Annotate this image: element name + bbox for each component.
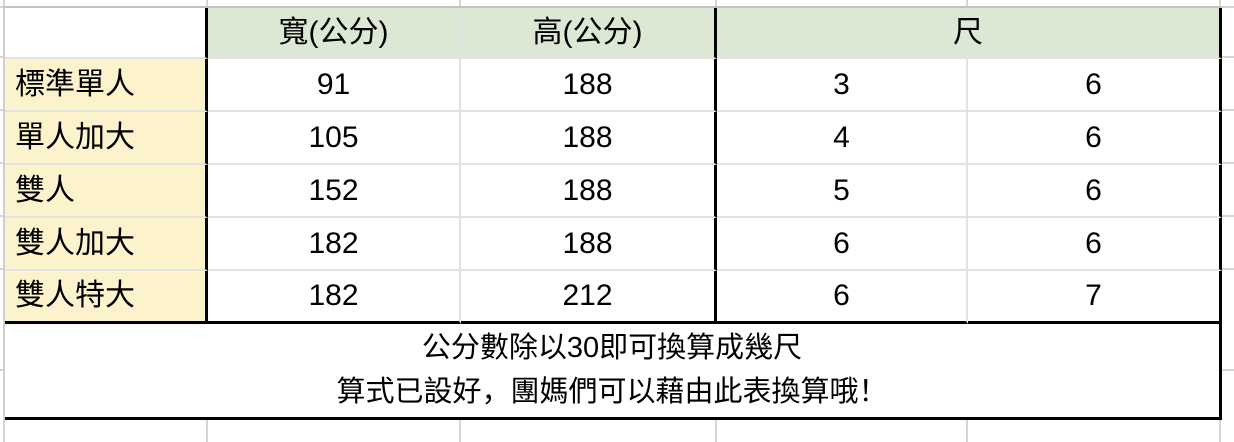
width-cm-cell[interactable]: 91 [208, 59, 461, 112]
chi-height-cell[interactable]: 7 [968, 271, 1222, 324]
conversion-note-line1: 公分數除以30即可換算成幾尺 [421, 332, 803, 365]
height-cm-cell[interactable]: 188 [461, 218, 717, 271]
chi-height-cell[interactable]: 6 [968, 112, 1222, 165]
chi-width-cell[interactable]: 5 [717, 165, 968, 218]
height-cm-cell[interactable]: 212 [461, 271, 717, 324]
chi-width-cell[interactable]: 3 [717, 59, 968, 112]
header-width-cm[interactable]: 寬(公分) [208, 8, 461, 59]
header-corner-cell[interactable] [5, 8, 208, 59]
chi-width-cell[interactable]: 6 [717, 271, 968, 324]
width-cm-cell[interactable]: 182 [208, 271, 461, 324]
chi-width-cell[interactable]: 6 [717, 218, 968, 271]
width-cm-cell[interactable]: 105 [208, 112, 461, 165]
height-cm-cell[interactable]: 188 [461, 112, 717, 165]
row-label[interactable]: 雙人特大 [5, 271, 208, 324]
height-cm-cell[interactable]: 188 [461, 165, 717, 218]
chi-height-cell[interactable]: 6 [968, 218, 1222, 271]
height-cm-cell[interactable]: 188 [461, 59, 717, 112]
width-cm-cell[interactable]: 182 [208, 218, 461, 271]
row-label[interactable]: 標準單人 [5, 59, 208, 112]
bed-size-conversion-table: 寬(公分) 高(公分) 尺 標準單人 91 188 3 6 單人加大 105 1… [3, 6, 1222, 420]
chi-height-cell[interactable]: 6 [968, 165, 1222, 218]
header-height-cm[interactable]: 高(公分) [461, 8, 717, 59]
row-label[interactable]: 單人加大 [5, 112, 208, 165]
row-label[interactable]: 雙人加大 [5, 218, 208, 271]
conversion-note-line2: 算式已設好，團媽們可以藉由此表換算哦！ [336, 376, 888, 408]
chi-height-cell[interactable]: 6 [968, 59, 1222, 112]
chi-width-cell[interactable]: 4 [717, 112, 968, 165]
conversion-note-cell[interactable]: 公分數除以30即可換算成幾尺 算式已設好，團媽們可以藉由此表換算哦！ [5, 324, 1222, 420]
header-chi-merged[interactable]: 尺 [717, 8, 1222, 59]
row-label[interactable]: 雙人 [5, 165, 208, 218]
width-cm-cell[interactable]: 152 [208, 165, 461, 218]
